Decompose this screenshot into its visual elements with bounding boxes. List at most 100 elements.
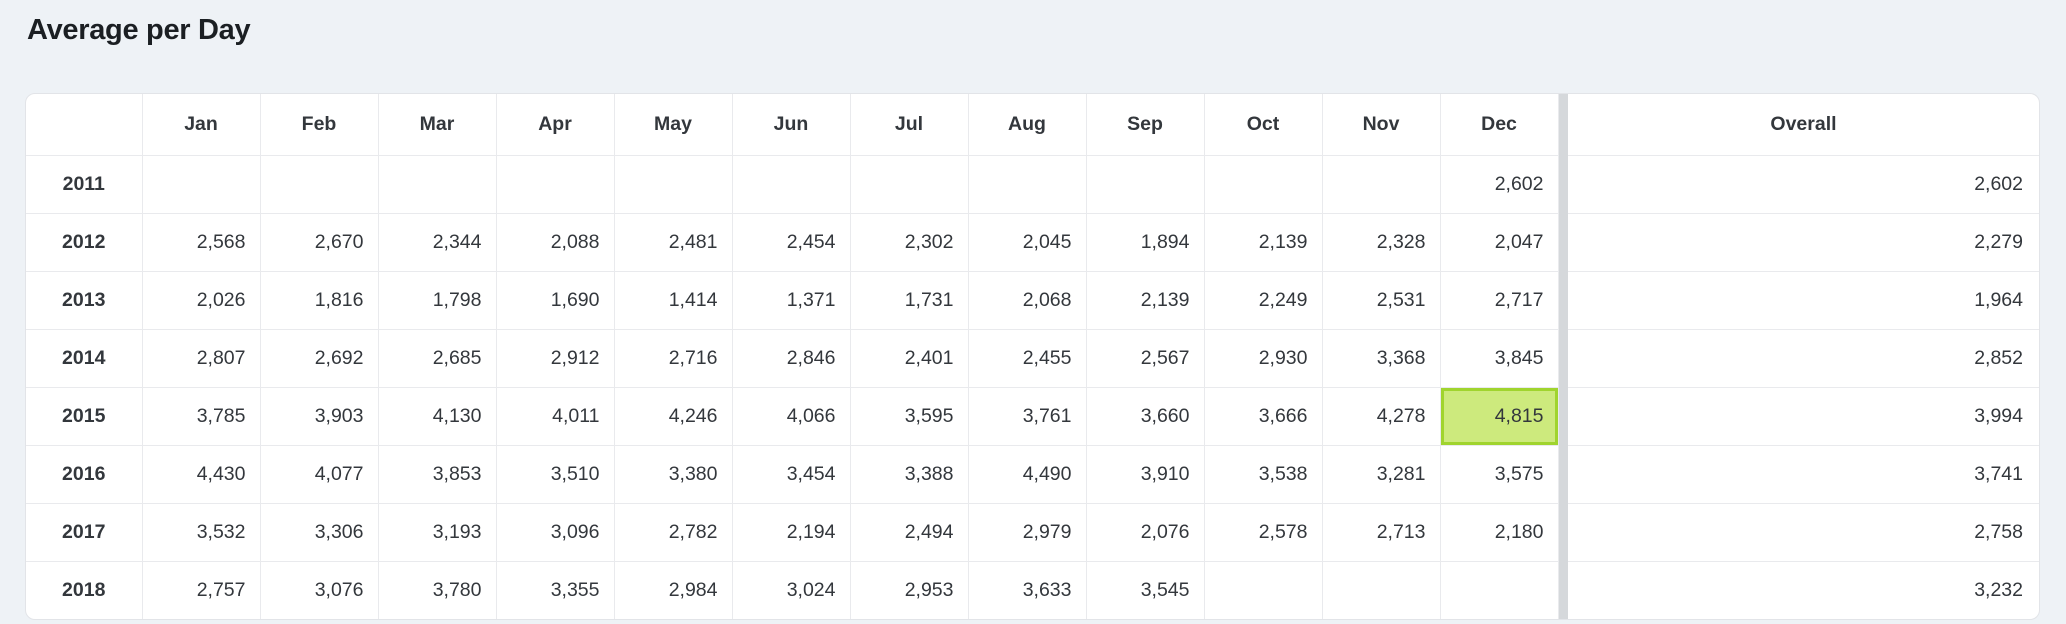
value-cell-2014-dec[interactable]: 3,845 — [1440, 329, 1559, 388]
value-cell-2015-jul[interactable]: 3,595 — [850, 387, 969, 446]
value-cell-2017-dec[interactable]: 2,180 — [1440, 503, 1559, 562]
value-cell-2012-sep[interactable]: 1,894 — [1086, 213, 1205, 272]
value-cell-2014-apr[interactable]: 2,912 — [496, 329, 615, 388]
value-cell-2013-jul[interactable]: 1,731 — [850, 271, 969, 330]
value-cell-2016-nov[interactable]: 3,281 — [1322, 445, 1441, 504]
value-cell-2012-may[interactable]: 2,481 — [614, 213, 733, 272]
value-cell-2015-jan[interactable]: 3,785 — [142, 387, 261, 446]
overall-cell-2016[interactable]: 3,741 — [1568, 445, 2039, 504]
value-cell-2011-jul[interactable] — [850, 155, 969, 214]
value-cell-2014-oct[interactable]: 2,930 — [1204, 329, 1323, 388]
value-cell-2013-jun[interactable]: 1,371 — [732, 271, 851, 330]
overall-cell-2015[interactable]: 3,994 — [1568, 387, 2039, 446]
value-cell-2018-sep[interactable]: 3,545 — [1086, 561, 1205, 619]
value-cell-2011-jun[interactable] — [732, 155, 851, 214]
value-cell-2014-may[interactable]: 2,716 — [614, 329, 733, 388]
value-cell-2011-sep[interactable] — [1086, 155, 1205, 214]
value-cell-2014-aug[interactable]: 2,455 — [968, 329, 1087, 388]
value-cell-2017-jan[interactable]: 3,532 — [142, 503, 261, 562]
value-cell-2016-jan[interactable]: 4,430 — [142, 445, 261, 504]
value-cell-2015-sep[interactable]: 3,660 — [1086, 387, 1205, 446]
value-cell-2014-mar[interactable]: 2,685 — [378, 329, 497, 388]
value-cell-2011-aug[interactable] — [968, 155, 1087, 214]
value-cell-2018-aug[interactable]: 3,633 — [968, 561, 1087, 619]
value-cell-2015-nov[interactable]: 4,278 — [1322, 387, 1441, 446]
value-cell-2016-mar[interactable]: 3,853 — [378, 445, 497, 504]
value-cell-2014-sep[interactable]: 2,567 — [1086, 329, 1205, 388]
value-cell-2013-sep[interactable]: 2,139 — [1086, 271, 1205, 330]
value-cell-2015-apr[interactable]: 4,011 — [496, 387, 615, 446]
value-cell-2016-dec[interactable]: 3,575 — [1440, 445, 1559, 504]
overall-cell-2018[interactable]: 3,232 — [1974, 579, 2023, 601]
value-cell-2017-oct[interactable]: 2,578 — [1204, 503, 1323, 562]
value-cell-2017-aug[interactable]: 2,979 — [968, 503, 1087, 562]
value-cell-2014-jun[interactable]: 2,846 — [732, 329, 851, 388]
value-cell-2018-jun[interactable]: 3,024 — [732, 561, 851, 619]
value-cell-2017-apr[interactable]: 3,096 — [496, 503, 615, 562]
value-cell-2017-mar[interactable]: 3,193 — [378, 503, 497, 562]
value-cell-2011-nov[interactable] — [1322, 155, 1441, 214]
value-cell-2015-aug[interactable]: 3,761 — [968, 387, 1087, 446]
overall-cell-2012[interactable]: 2,279 — [1568, 213, 2039, 272]
value-cell-2018-jul[interactable]: 2,953 — [850, 561, 969, 619]
value-cell-2012-dec[interactable]: 2,047 — [1440, 213, 1559, 272]
value-cell-2018-dec[interactable] — [1440, 561, 1559, 619]
value-cell-2012-mar[interactable]: 2,344 — [378, 213, 497, 272]
value-cell-2016-jun[interactable]: 3,454 — [732, 445, 851, 504]
value-cell-2012-jul[interactable]: 2,302 — [850, 213, 969, 272]
value-cell-2014-jan[interactable]: 2,807 — [142, 329, 261, 388]
value-cell-2015-oct[interactable]: 3,666 — [1204, 387, 1323, 446]
value-cell-2015-feb[interactable]: 3,903 — [260, 387, 379, 446]
value-cell-2011-jan[interactable] — [142, 155, 261, 214]
value-cell-2015-jun[interactable]: 4,066 — [732, 387, 851, 446]
overall-cell-2011[interactable]: 2,602 — [1568, 155, 2039, 214]
value-cell-2016-may[interactable]: 3,380 — [614, 445, 733, 504]
value-cell-2018-jan[interactable]: 2,757 — [142, 561, 261, 619]
value-cell-2016-feb[interactable]: 4,077 — [260, 445, 379, 504]
value-cell-2015-mar[interactable]: 4,130 — [378, 387, 497, 446]
value-cell-2017-may[interactable]: 2,782 — [614, 503, 733, 562]
value-cell-2014-jul[interactable]: 2,401 — [850, 329, 969, 388]
value-cell-2016-sep[interactable]: 3,910 — [1086, 445, 1205, 504]
overall-cell-2014[interactable]: 2,852 — [1568, 329, 2039, 388]
value-cell-2013-feb[interactable]: 1,816 — [260, 271, 379, 330]
value-cell-2011-oct[interactable] — [1204, 155, 1323, 214]
value-cell-2018-oct[interactable] — [1204, 561, 1323, 619]
value-cell-2014-nov[interactable]: 3,368 — [1322, 329, 1441, 388]
overall-cell-2013[interactable]: 1,964 — [1568, 271, 2039, 330]
value-cell-2013-oct[interactable]: 2,249 — [1204, 271, 1323, 330]
value-cell-2017-jul[interactable]: 2,494 — [850, 503, 969, 562]
highlighted-value-cell-2015-dec[interactable]: 4,815 — [1440, 387, 1559, 446]
value-cell-2012-apr[interactable]: 2,088 — [496, 213, 615, 272]
value-cell-2013-mar[interactable]: 1,798 — [378, 271, 497, 330]
value-cell-2011-feb[interactable] — [260, 155, 379, 214]
value-cell-2018-feb[interactable]: 3,076 — [260, 561, 379, 619]
value-cell-2014-feb[interactable]: 2,692 — [260, 329, 379, 388]
value-cell-2011-dec[interactable]: 2,602 — [1440, 155, 1559, 214]
value-cell-2013-dec[interactable]: 2,717 — [1440, 271, 1559, 330]
value-cell-2017-feb[interactable]: 3,306 — [260, 503, 379, 562]
value-cell-2016-jul[interactable]: 3,388 — [850, 445, 969, 504]
value-cell-2013-nov[interactable]: 2,531 — [1322, 271, 1441, 330]
value-cell-2016-oct[interactable]: 3,538 — [1204, 445, 1323, 504]
value-cell-2016-apr[interactable]: 3,510 — [496, 445, 615, 504]
value-cell-2012-nov[interactable]: 2,328 — [1322, 213, 1441, 272]
value-cell-2011-may[interactable] — [614, 155, 733, 214]
value-cell-2011-apr[interactable] — [496, 155, 615, 214]
overall-cell-2017[interactable]: 2,758 — [1568, 503, 2039, 562]
value-cell-2017-nov[interactable]: 2,713 — [1322, 503, 1441, 562]
value-cell-2013-aug[interactable]: 2,068 — [968, 271, 1087, 330]
value-cell-2015-may[interactable]: 4,246 — [614, 387, 733, 446]
value-cell-2012-aug[interactable]: 2,045 — [968, 213, 1087, 272]
value-cell-2012-feb[interactable]: 2,670 — [260, 213, 379, 272]
value-cell-2011-mar[interactable] — [378, 155, 497, 214]
value-cell-2018-may[interactable]: 2,984 — [614, 561, 733, 619]
value-cell-2012-jun[interactable]: 2,454 — [732, 213, 851, 272]
value-cell-2012-jan[interactable]: 2,568 — [142, 213, 261, 272]
value-cell-2018-apr[interactable]: 3,355 — [496, 561, 615, 619]
value-cell-2017-sep[interactable]: 2,076 — [1086, 503, 1205, 562]
value-cell-2012-oct[interactable]: 2,139 — [1204, 213, 1323, 272]
value-cell-2018-nov[interactable] — [1322, 561, 1441, 619]
value-cell-2013-may[interactable]: 1,414 — [614, 271, 733, 330]
value-cell-2017-jun[interactable]: 2,194 — [732, 503, 851, 562]
